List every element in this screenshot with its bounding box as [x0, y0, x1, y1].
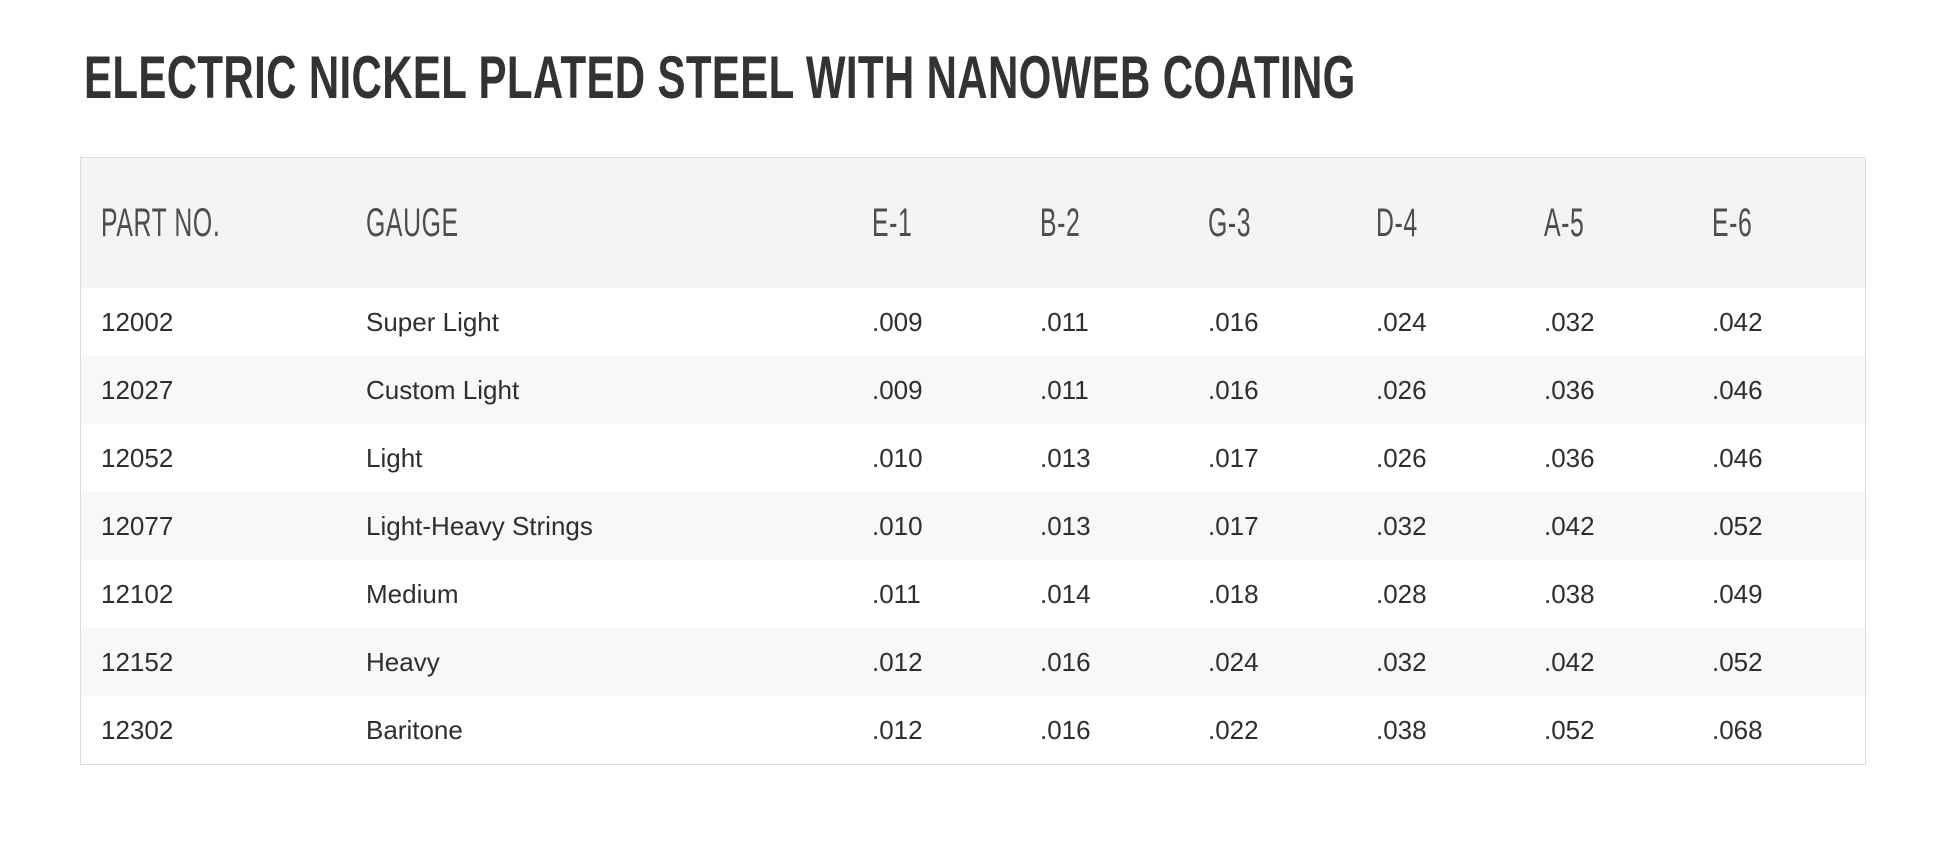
string-gauge-value-cell: .013 [1040, 510, 1091, 541]
string-gauge-value-cell: .036 [1544, 374, 1595, 405]
string-gauge-value-cell: .009 [872, 374, 923, 405]
part-no-cell: 12152 [101, 646, 174, 677]
table-body: 12002 Super Light .009 .011 .016 .024 .032 .042… [81, 288, 1865, 764]
string-gauge-value-cell: .046 [1712, 442, 1763, 473]
string-gauge-value-cell: .011 [1040, 374, 1089, 405]
gauge-cell: Baritone [366, 714, 463, 745]
string-gauge-value-cell: .010 [872, 442, 923, 473]
table-row: 12152 Heavy .012 .016 .024 .032 .042 .052 [81, 628, 1865, 696]
string-gauge-value-cell: .017 [1208, 510, 1259, 541]
string-gauge-value-cell: .032 [1376, 510, 1427, 541]
string-gauge-table: PART NO. GAUGE E-1 B-2 G-3 D-4 A-5 E-6 1… [81, 158, 1865, 764]
gauge-cell: Super Light [366, 306, 499, 337]
string-gauge-value-cell: .014 [1040, 578, 1091, 609]
part-no-cell: 12027 [101, 374, 174, 405]
string-gauge-value-cell: .032 [1376, 646, 1427, 677]
string-gauge-value-cell: .028 [1376, 578, 1427, 609]
string-gauge-value-cell: .017 [1208, 442, 1259, 473]
string-gauge-value-cell: .024 [1376, 306, 1427, 337]
column-header-e1: E-1 [872, 200, 913, 245]
table-header: PART NO. GAUGE E-1 B-2 G-3 D-4 A-5 E-6 [81, 158, 1865, 288]
column-header-b2: B-2 [1040, 200, 1081, 245]
table-header-row: PART NO. GAUGE E-1 B-2 G-3 D-4 A-5 E-6 [81, 158, 1865, 288]
string-gauge-value-cell: .042 [1712, 306, 1763, 337]
string-gauge-value-cell: .013 [1040, 442, 1091, 473]
string-gauge-value-cell: .022 [1208, 714, 1259, 745]
string-spec-table-container: PART NO. GAUGE E-1 B-2 G-3 D-4 A-5 E-6 1… [80, 157, 1866, 765]
string-gauge-value-cell: .036 [1544, 442, 1595, 473]
part-no-cell: 12102 [101, 578, 174, 609]
string-gauge-value-cell: .042 [1544, 510, 1595, 541]
page-title-text: ELECTRIC NICKEL PLATED STEEL WITH NANOWE… [84, 44, 1356, 111]
string-gauge-value-cell: .016 [1208, 374, 1259, 405]
string-gauge-value-cell: .052 [1712, 646, 1763, 677]
string-gauge-value-cell: .052 [1544, 714, 1595, 745]
column-header-g3: G-3 [1208, 200, 1252, 245]
gauge-cell: Custom Light [366, 374, 520, 405]
string-gauge-value-cell: .024 [1208, 646, 1259, 677]
part-no-cell: 12302 [101, 714, 174, 745]
part-no-cell: 12077 [101, 510, 174, 541]
part-no-cell: 12052 [101, 442, 174, 473]
string-gauge-value-cell: .038 [1544, 578, 1595, 609]
table-row: 12077 Light-Heavy Strings .010 .013 .017 .032… [81, 492, 1865, 560]
table-row: 12052 Light .010 .013 .017 .026 .036 .046 [81, 424, 1865, 492]
string-gauge-value-cell: .012 [872, 714, 923, 745]
string-gauge-value-cell: .052 [1712, 510, 1763, 541]
string-gauge-value-cell: .016 [1208, 306, 1259, 337]
string-gauge-value-cell: .016 [1040, 646, 1091, 677]
part-no-cell: 12002 [101, 306, 174, 337]
string-gauge-value-cell: .032 [1544, 306, 1595, 337]
string-gauge-value-cell: .010 [872, 510, 923, 541]
string-gauge-value-cell: .042 [1544, 646, 1595, 677]
string-gauge-value-cell: .009 [872, 306, 923, 337]
gauge-cell: Light [366, 442, 423, 473]
table-row: 12302 Baritone .012 .016 .022 .038 .052 .068 [81, 696, 1865, 764]
string-gauge-value-cell: .068 [1712, 714, 1763, 745]
string-gauge-value-cell: .011 [1040, 306, 1089, 337]
page-title: ELECTRIC NICKEL PLATED STEEL WITH NANOWE… [84, 48, 1901, 108]
table-row: 12102 Medium .011 .014 .018 .028 .038 .049 [81, 560, 1865, 628]
string-gauge-value-cell: .046 [1712, 374, 1763, 405]
string-gauge-value-cell: .026 [1376, 442, 1427, 473]
table-row: 12027 Custom Light .009 .011 .016 .026 .036 .04… [81, 356, 1865, 424]
gauge-cell: Light-Heavy Strings [366, 510, 593, 541]
column-header-gauge: GAUGE [366, 200, 459, 245]
string-gauge-value-cell: .016 [1040, 714, 1091, 745]
string-gauge-value-cell: .049 [1712, 578, 1763, 609]
gauge-cell: Medium [366, 578, 459, 609]
string-gauge-value-cell: .011 [872, 578, 921, 609]
column-header-a5: A-5 [1544, 200, 1585, 245]
column-header-part-no: PART NO. [101, 200, 221, 245]
string-gauge-value-cell: .012 [872, 646, 923, 677]
gauge-cell: Heavy [366, 646, 440, 677]
string-gauge-value-cell: .026 [1376, 374, 1427, 405]
string-gauge-value-cell: .018 [1208, 578, 1259, 609]
column-header-d4: D-4 [1376, 200, 1418, 245]
table-row: 12002 Super Light .009 .011 .016 .024 .032 .042 [81, 288, 1865, 356]
column-header-e6: E-6 [1712, 200, 1753, 245]
string-gauge-value-cell: .038 [1376, 714, 1427, 745]
